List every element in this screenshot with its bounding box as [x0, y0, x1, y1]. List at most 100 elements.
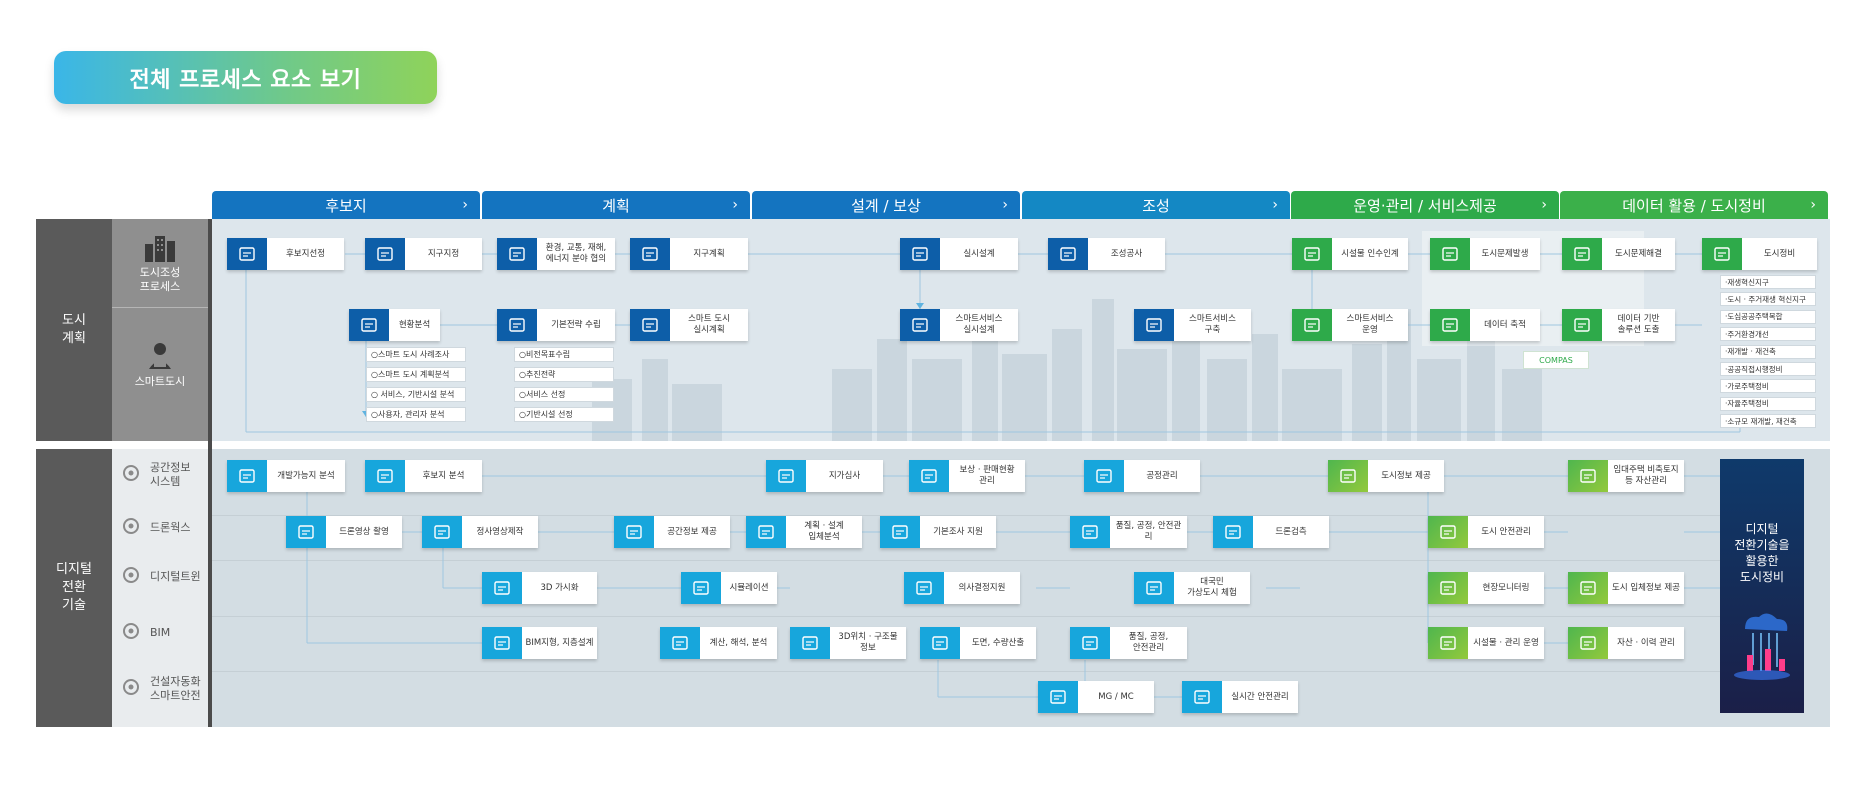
- digital-node: 후보지 분석: [365, 460, 482, 492]
- chevron-right-icon: ›: [732, 197, 738, 213]
- digital-node: MG / MC: [1038, 681, 1154, 713]
- renewal-subitem: ·소규모 재개발, 재건축: [1720, 414, 1816, 429]
- bim-icon: [118, 620, 144, 646]
- renewal-subitem: ·재개발 · 재건축: [1720, 344, 1816, 359]
- digital-node: 계획 · 설계 입체분석: [746, 516, 862, 548]
- digital-node: 대국민 가상도시 체험: [1134, 572, 1250, 604]
- phase-1: 후보지 ›: [212, 191, 480, 219]
- 3d-position-icon: [790, 627, 830, 659]
- process-icon: [1084, 460, 1124, 492]
- process-node: 환경, 교통, 재해, 에너지 분야 협의: [497, 238, 615, 270]
- monitor-icon: [1428, 572, 1468, 604]
- digital-node: 기본조사 지원: [880, 516, 996, 548]
- node-label: 스마트서비스 구축: [1189, 314, 1236, 335]
- city-renew-icon: [1702, 238, 1742, 270]
- node-label: 스마트서비스 운영: [1346, 314, 1394, 335]
- row-label: 공간정보 시스템: [150, 461, 191, 488]
- 3d-info-icon: [1568, 572, 1608, 604]
- node-label: 스마트서비스 실시설계: [955, 314, 1003, 335]
- process-node: 지구지정: [365, 238, 482, 270]
- realtime-icon: [1182, 681, 1222, 713]
- digital-node: 현장모니터링: [1428, 572, 1544, 604]
- digital-renewal-box: 디지털 전환기술을 활용한 도시정비: [1720, 459, 1804, 713]
- row-city-process: 도시조성 프로세스: [112, 234, 208, 294]
- digital-tech-label: 디지털 전환 기술: [36, 449, 112, 727]
- digital-node: 도시 입체정보 제공: [1568, 572, 1684, 604]
- node-label: 조성공사: [1110, 248, 1143, 259]
- node-label: 도면, 수량산출: [971, 637, 1025, 648]
- data-store-icon: [1430, 309, 1470, 341]
- handover-icon: [1292, 238, 1332, 270]
- strategy-icon: [497, 309, 537, 341]
- calc-icon: [660, 627, 700, 659]
- process-node: 스마트서비스 운영: [1292, 309, 1408, 341]
- phase-label: 조성: [1142, 196, 1170, 215]
- process-node: 도시문제발생: [1430, 238, 1540, 270]
- renewal-subitem: ·공공직접시행정비: [1720, 362, 1816, 376]
- digital-node: BIM지형, 지층설계: [482, 627, 597, 659]
- chevron-right-icon: ›: [1002, 197, 1008, 213]
- phase-2: 계획 ›: [482, 191, 750, 219]
- node-label: 품질, 공정, 안전관리: [1115, 521, 1182, 542]
- node-label: 공정관리: [1146, 470, 1178, 481]
- chevron-right-icon: ›: [462, 197, 468, 213]
- simulation-icon: [681, 572, 721, 604]
- node-label: 정사영상제작: [476, 526, 524, 537]
- info-icon: [1328, 460, 1368, 492]
- helmet-icon: [118, 564, 144, 590]
- node-label: 개발가능지 분석: [277, 470, 335, 481]
- analysis-subitem: ○스마트 도시 사례조사: [366, 347, 466, 362]
- chevron-right-icon: ›: [1810, 197, 1816, 213]
- analysis-subitem: ○ 서비스, 기반시설 분석: [366, 387, 466, 402]
- digital-node: 자산 · 이력 관리: [1568, 627, 1684, 659]
- node-label: 후보지선정: [285, 248, 326, 259]
- quality-icon: [1070, 516, 1110, 548]
- node-label: 품질, 공정, 안전관리: [1128, 632, 1169, 653]
- process-node: 스마트서비스 실시설계: [900, 309, 1018, 341]
- node-label: 계산, 해석, 분석: [709, 637, 768, 648]
- node-label: 3D 가시화: [540, 582, 579, 593]
- phase-4: 조성 ›: [1022, 191, 1290, 219]
- 3d-view-icon: [482, 572, 522, 604]
- compass-icon: [900, 238, 940, 270]
- drone-cam-icon: [286, 516, 326, 548]
- node-label: 시설물 · 관리 운영: [1473, 637, 1539, 648]
- process-node: 실시설계: [900, 238, 1018, 270]
- digital-node: 보상 · 판매현황 관리: [909, 460, 1025, 492]
- phase-5: 운영·관리 / 서비스제공 ›: [1291, 191, 1559, 219]
- operate-icon: [1292, 309, 1332, 341]
- building-icon: [145, 236, 175, 262]
- digital-node: 도시 안전관리: [1428, 516, 1544, 548]
- renewal-subitem: ·주거환경개선: [1720, 327, 1816, 342]
- row-smart-city-label: 스마트도시: [134, 375, 186, 388]
- drone-icon: [118, 515, 144, 541]
- renewal-subitem: ·자율주택정비: [1720, 396, 1816, 411]
- crane-icon: [1048, 238, 1088, 270]
- row-divider: [212, 616, 1720, 617]
- strategy-subitem: ○추진전략: [514, 367, 614, 382]
- node-label: 실시설계: [963, 248, 995, 259]
- spatial-icon: [614, 516, 654, 548]
- node-label: 도시문제해결: [1615, 248, 1662, 259]
- process-node: 도시문제해결: [1562, 238, 1675, 270]
- phase-3: 설계 / 보상 ›: [752, 191, 1020, 219]
- digital-node: 품질, 공정, 안전관리: [1070, 516, 1187, 548]
- node-label: 스마트 도시 실시계획: [688, 314, 730, 335]
- digital-node: 시뮬레이션: [681, 572, 777, 604]
- phase-label: 설계 / 보상: [851, 196, 921, 215]
- map-pin-icon: [365, 238, 405, 270]
- digital-node: 개발가능지 분석: [227, 460, 345, 492]
- node-label: 임대주택 비축토지 등 자산관리: [1613, 465, 1679, 486]
- analysis-icon: [349, 309, 389, 341]
- digital-node: 도면, 수량산출: [920, 627, 1036, 659]
- phase-6: 데이터 활용 / 도시정비 ›: [1560, 191, 1828, 219]
- node-label: 도시정보 제공: [1381, 470, 1431, 481]
- digital-renewal-text: 디지털 전환기술을 활용한 도시정비: [1734, 522, 1790, 584]
- digital-node: 임대주택 비축토지 등 자산관리: [1568, 460, 1684, 492]
- node-label: 실시간 안전관리: [1231, 691, 1289, 702]
- node-label: 시뮬레이션: [729, 582, 769, 593]
- digital-node: 드론영상 촬영: [286, 516, 402, 548]
- node-label: 후보지 분석: [422, 470, 465, 481]
- digital-node: 의사결정지원: [904, 572, 1020, 604]
